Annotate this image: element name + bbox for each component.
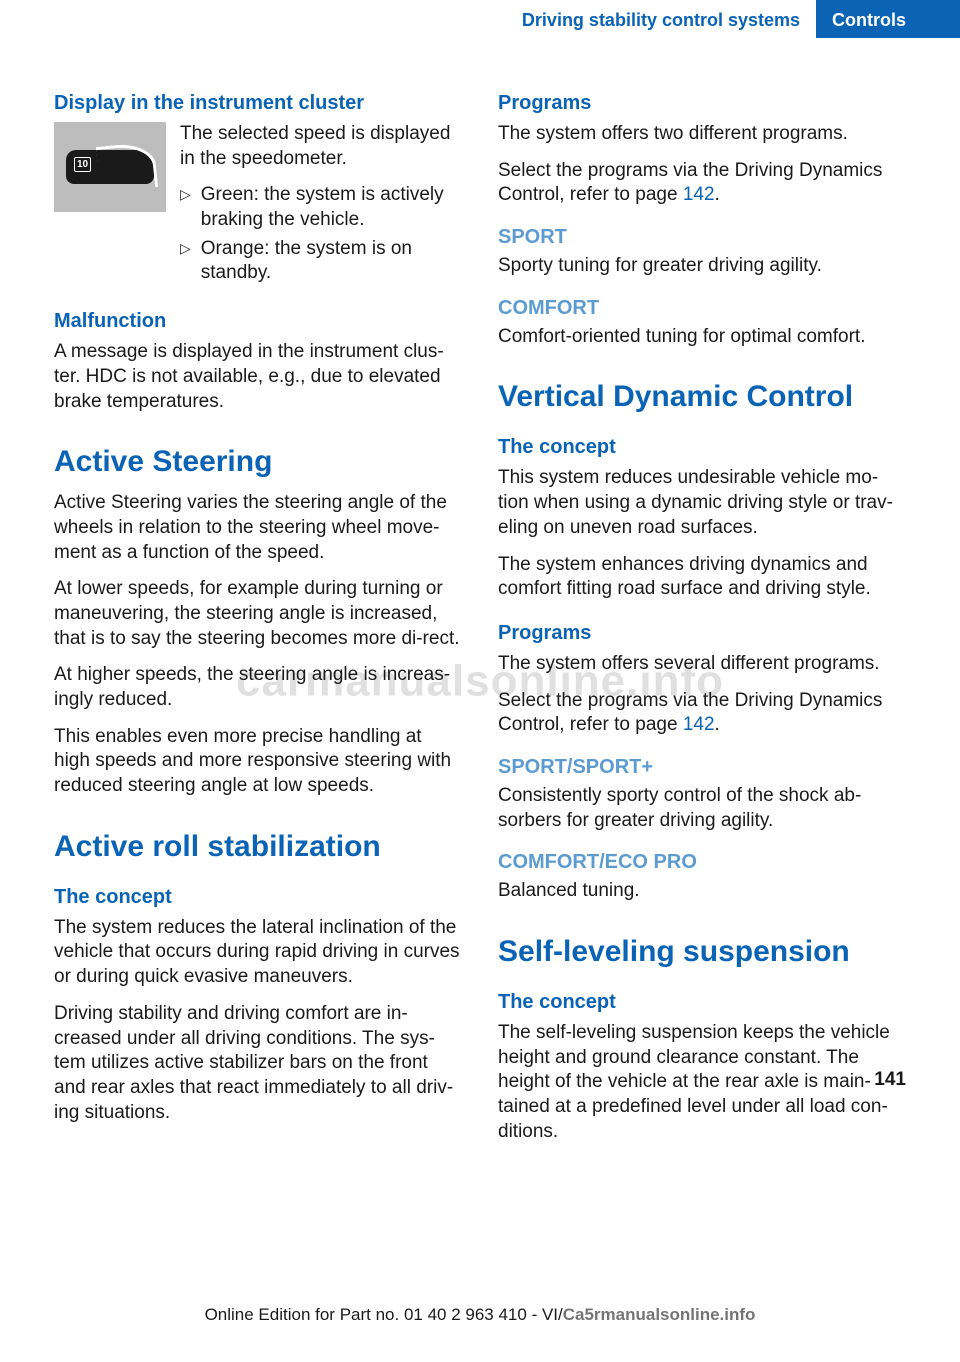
triangle-icon: ▷ (180, 183, 191, 232)
programs-p1: The system offers two different programs… (498, 122, 906, 147)
bullet-item: ▷ Green: the system is actively braking … (180, 183, 462, 232)
bullet-text: Orange: the system is on standby. (201, 237, 462, 286)
page-link-142[interactable]: 142 (683, 184, 715, 205)
heading-display-cluster: Display in the instrument cluster (54, 90, 462, 116)
malfunction-body: A message is displayed in the instrument… (54, 340, 462, 414)
vdc-programs-p2: Select the programs via the Driving Dyna… (498, 689, 906, 738)
content-columns: Display in the instrument cluster 10 The… (54, 72, 906, 1156)
active-steering-p3: At higher speeds, the steering angle is … (54, 663, 462, 712)
heading-comfort-eco: COMFORT/ECO PRO (498, 849, 906, 875)
roll-p1: The system reduces the lateral inclinati… (54, 916, 462, 990)
footer-watermark-overlap: Ca5rmanualsonline.info (563, 1305, 756, 1324)
heading-roll-stabilization: Active roll stabilization (54, 827, 462, 866)
comfort-body: Comfort-oriented tuning for optimal comf… (498, 325, 906, 350)
heading-sport-plus: SPORT/SPORT+ (498, 754, 906, 780)
vdc-programs-p1: The system offers several different prog… (498, 652, 906, 677)
roll-p2: Driving stability and driving comfort ar… (54, 1002, 462, 1125)
cluster-icon: 10 (54, 122, 166, 212)
footer-text: Online Edition for Part no. 01 40 2 963 … (205, 1305, 563, 1324)
bullet-item: ▷ Orange: the system is on standby. (180, 237, 462, 286)
comfort-eco-body: Balanced tuning. (498, 879, 906, 904)
display-block: 10 The selected speed is displayed in th… (54, 122, 462, 290)
dash-number: 10 (74, 157, 91, 172)
right-column: Programs The system offers two different… (498, 72, 906, 1156)
heading-vdc: Vertical Dynamic Control (498, 377, 906, 416)
triangle-icon: ▷ (180, 237, 191, 286)
heading-vdc-concept: The concept (498, 434, 906, 460)
heading-roll-concept: The concept (54, 884, 462, 910)
vdc-programs-p2-tail: . (715, 714, 720, 735)
heading-self-leveling: Self-leveling suspension (498, 932, 906, 971)
display-text-block: The selected speed is displayed in the s… (180, 122, 462, 290)
heading-malfunction: Malfunction (54, 308, 462, 334)
heading-vdc-programs: Programs (498, 620, 906, 646)
heading-sport: SPORT (498, 224, 906, 250)
header-bar: Driving stability control systems Contro… (0, 0, 960, 38)
dash-shape-icon: 10 (66, 150, 154, 184)
heading-self-leveling-concept: The concept (498, 989, 906, 1015)
bullet-text: Green: the system is actively braking th… (201, 183, 462, 232)
breadcrumb-section: Driving stability control systems (522, 0, 816, 38)
self-leveling-body: The self-leveling suspension keeps the v… (498, 1021, 906, 1144)
vdc-p1: This system reduces undesirable vehicle … (498, 466, 906, 540)
page-link-142[interactable]: 142 (683, 714, 715, 735)
heading-comfort: COMFORT (498, 295, 906, 321)
dash-curve-icon (96, 141, 158, 193)
sport-plus-body: Consistently sporty control of the shock… (498, 784, 906, 833)
breadcrumb-tab: Controls (816, 0, 960, 38)
programs-p2-tail: . (715, 184, 720, 205)
programs-p2: Select the programs via the Driving Dyna… (498, 159, 906, 208)
heading-active-steering: Active Steering (54, 442, 462, 481)
page-container: Driving stability control systems Contro… (0, 0, 960, 1156)
sport-body: Sporty tuning for greater driving agilit… (498, 254, 906, 279)
footer-line: Online Edition for Part no. 01 40 2 963 … (0, 1304, 960, 1326)
page-number: 141 (874, 1068, 906, 1093)
heading-programs: Programs (498, 90, 906, 116)
vdc-p2: The system enhances driving dynamics and… (498, 553, 906, 602)
active-steering-p4: This enables even more precise handling … (54, 725, 462, 799)
active-steering-p2: At lower speeds, for example during turn… (54, 577, 462, 651)
display-intro: The selected speed is displayed in the s… (180, 122, 462, 171)
left-column: Display in the instrument cluster 10 The… (54, 72, 462, 1156)
active-steering-p1: Active Steering varies the steering angl… (54, 491, 462, 565)
